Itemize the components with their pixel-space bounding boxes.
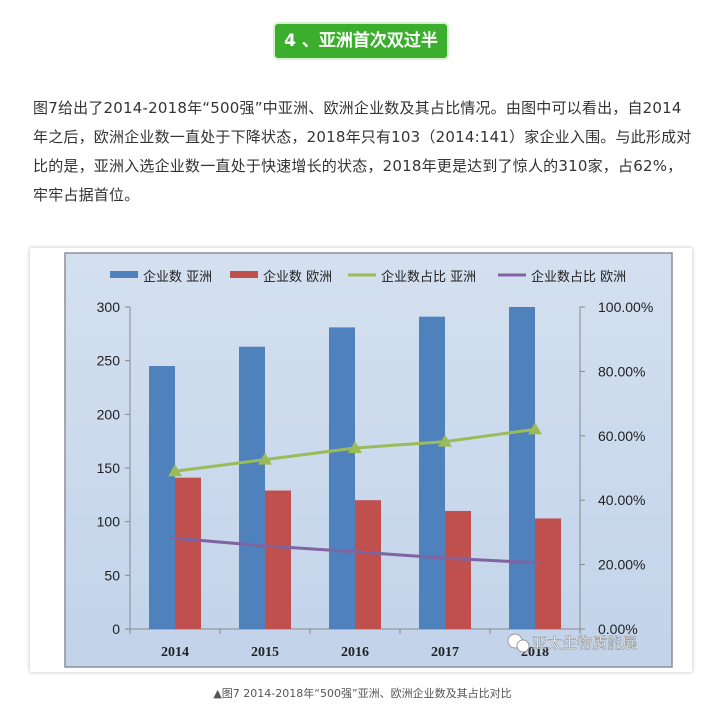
- marker-asia-share: [528, 422, 542, 435]
- left-tick-label: 200: [97, 406, 121, 422]
- marker-asia-share: [348, 441, 362, 454]
- body-paragraph: 图7给出了2014-2018年“500强”中亚洲、欧洲企业数及其占比情况。由图中…: [33, 99, 692, 204]
- marker-asia-share: [258, 452, 272, 465]
- bar-asia: [509, 307, 535, 629]
- section-title-banner: 4 、亚洲首次双过半: [275, 24, 447, 58]
- bar-europe: [265, 490, 291, 629]
- wechat-icon-2: [516, 639, 530, 653]
- bar-europe: [175, 477, 201, 629]
- legend-swatch: [230, 271, 258, 278]
- right-tick-label: 100.00%: [598, 299, 653, 315]
- x-tick-label: 2015: [251, 645, 279, 660]
- bar-asia: [419, 316, 445, 629]
- right-tick-label: 80.00%: [598, 363, 645, 379]
- marker-asia-share: [438, 434, 452, 447]
- bar-europe: [355, 500, 381, 629]
- x-tick-label: 2017: [431, 645, 459, 660]
- left-tick-label: 150: [97, 460, 121, 476]
- figure-caption: ▲图7 2014-2018年“500强”亚洲、欧洲企业数及其占比对比: [213, 687, 512, 700]
- x-tick-label: 2016: [341, 645, 369, 660]
- left-tick-label: 50: [104, 567, 120, 583]
- watermark-text: 亚太生物质能展: [532, 634, 637, 652]
- right-tick-label: 40.00%: [598, 492, 645, 508]
- left-tick-label: 300: [97, 299, 121, 315]
- x-tick-label: 2014: [161, 645, 189, 660]
- legend-label: 企业数占比 亚洲: [381, 269, 476, 285]
- left-tick-label: 250: [97, 353, 121, 369]
- bar-europe: [535, 518, 561, 629]
- marker-asia-share: [168, 464, 182, 477]
- legend-label: 企业数 欧洲: [263, 269, 332, 285]
- bar-asia: [149, 366, 175, 629]
- left-tick-label: 100: [97, 514, 121, 530]
- legend-swatch: [110, 271, 138, 278]
- bar-asia: [329, 327, 355, 629]
- right-tick-label: 20.00%: [598, 557, 645, 573]
- legend-label: 企业数 亚洲: [143, 269, 212, 285]
- right-tick-label: 0.00%: [598, 621, 638, 637]
- left-tick-label: 0: [112, 621, 120, 637]
- bar-asia: [239, 346, 265, 629]
- right-tick-label: 60.00%: [598, 428, 645, 444]
- legend-label: 企业数占比 欧洲: [531, 269, 626, 285]
- bar-europe: [445, 510, 471, 629]
